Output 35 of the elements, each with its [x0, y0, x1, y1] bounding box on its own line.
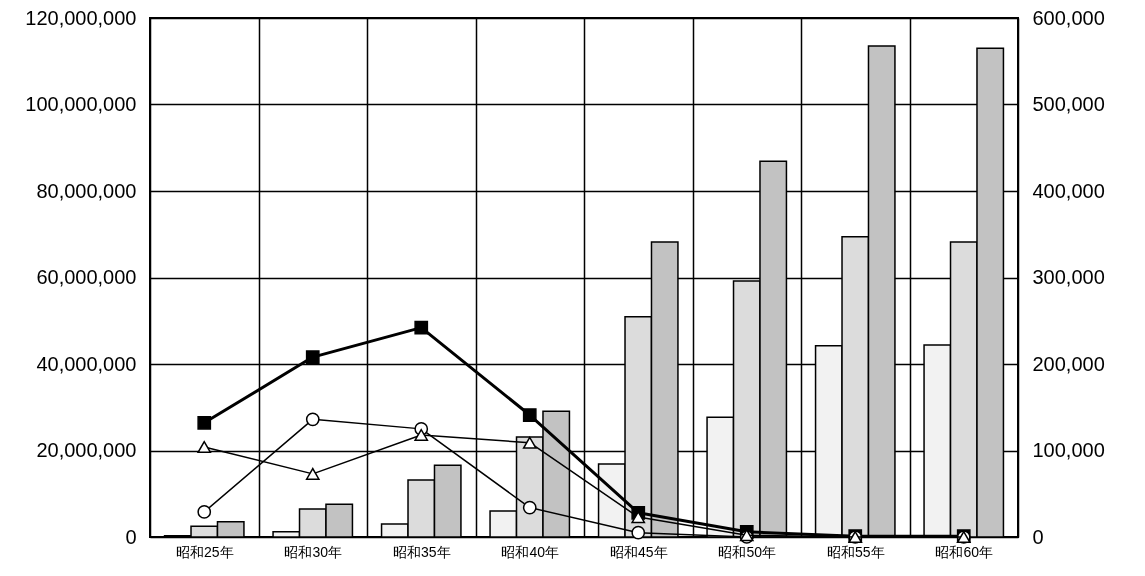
point [522, 500, 537, 515]
point [305, 412, 320, 427]
x-tick-label: 昭和60年 [935, 543, 994, 560]
point [631, 511, 646, 524]
y2-tick-label: 200,000 [1032, 352, 1105, 375]
point [197, 440, 212, 454]
point [197, 415, 212, 430]
y-tick-label: 20,000,000 [36, 439, 137, 461]
y-tick-label: 80,000,000 [36, 179, 137, 202]
x-tick-label: 昭和55年 [826, 543, 885, 560]
x-tick-label: 昭和45年 [609, 543, 668, 560]
point [522, 436, 537, 449]
y2-tick-label: 100,000 [1032, 439, 1105, 461]
y2-tick-label: 400,000 [1032, 179, 1105, 202]
y2-tick-label: 0 [1032, 525, 1044, 548]
point [305, 467, 320, 480]
x-tick-label: 昭和40年 [501, 543, 560, 560]
point [414, 428, 429, 441]
point [197, 505, 212, 519]
point [631, 525, 646, 540]
y-tick-label: 100,000,000 [25, 93, 137, 115]
x-tick-label: 昭和35年 [392, 543, 451, 560]
y-tick-label: 120,000,000 [25, 6, 137, 29]
y-tick-label: 0 [125, 525, 137, 548]
x-tick-label: 昭和25年 [175, 543, 234, 560]
point [414, 320, 429, 335]
y2-tick-label: 600,000 [1032, 6, 1105, 29]
point [522, 408, 537, 422]
point [305, 350, 320, 364]
x-tick-label: 昭和30年 [284, 543, 343, 560]
x-tick-label: 昭和50年 [718, 543, 777, 560]
y2-tick-label: 300,000 [1032, 266, 1105, 288]
y2-tick-label: 500,000 [1032, 93, 1105, 115]
y-tick-label: 40,000,000 [36, 352, 137, 375]
y-tick-label: 60,000,000 [36, 266, 137, 288]
